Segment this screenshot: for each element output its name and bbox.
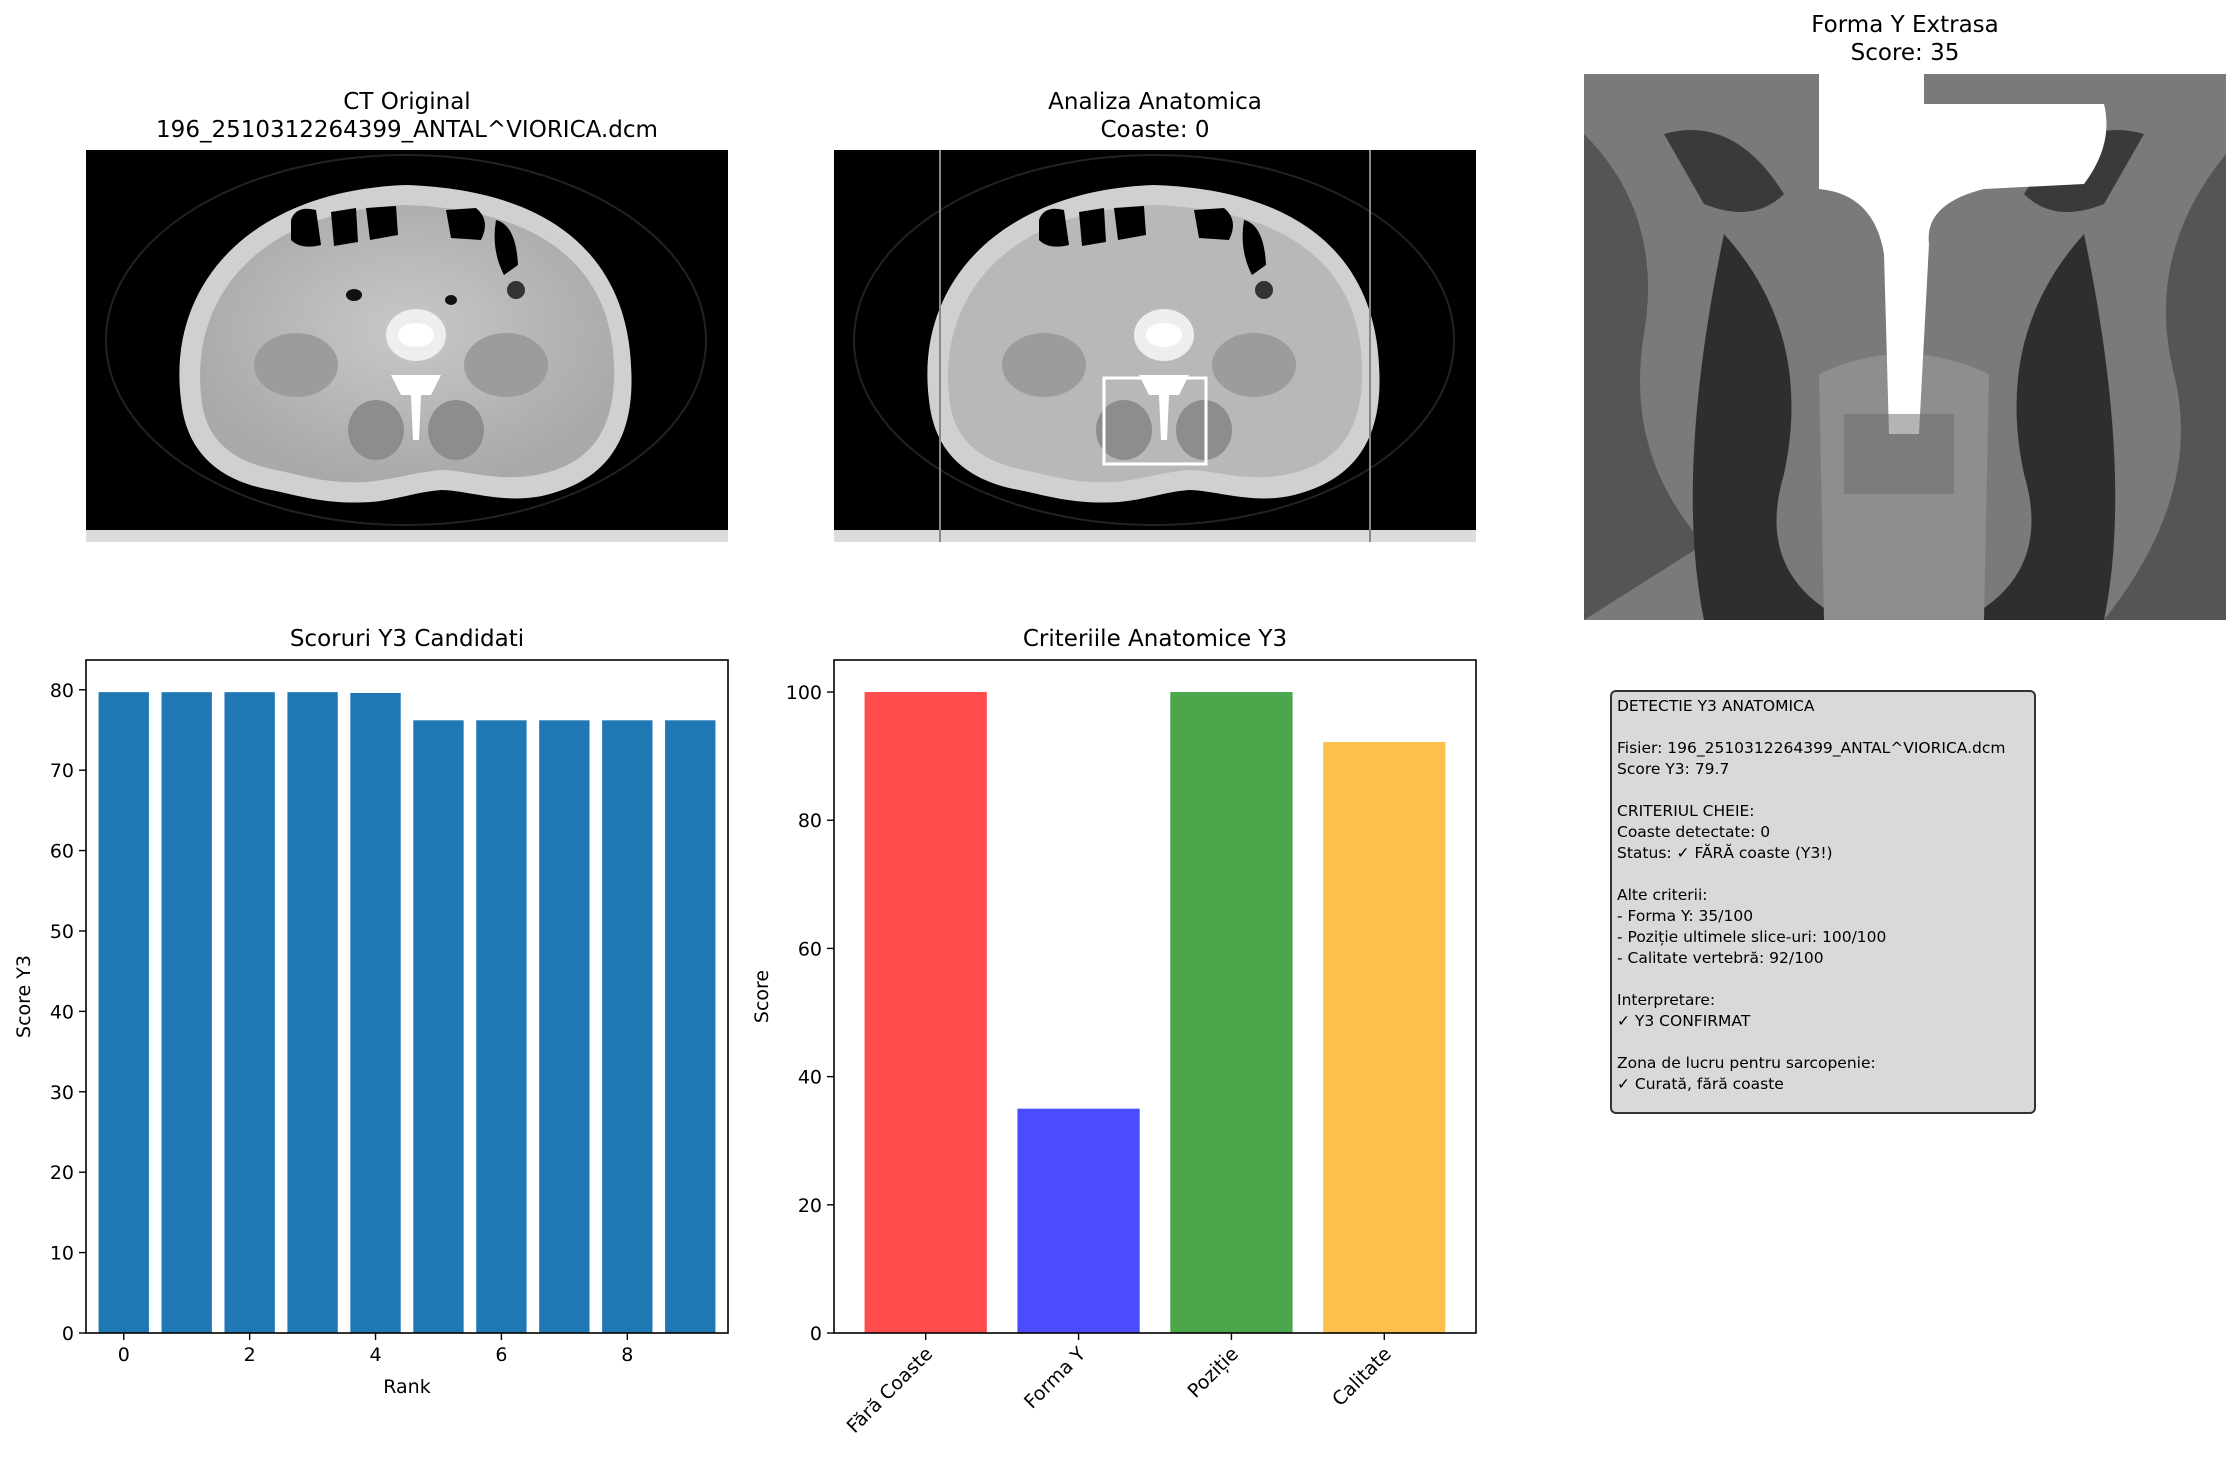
bar-rank-0: [98, 692, 149, 1333]
info-line: DETECTIE Y3 ANATOMICA: [1617, 697, 1815, 715]
x-tick-label: Fără Coaste: [843, 1343, 938, 1438]
y-axis-label: Score: [751, 970, 773, 1023]
bar-rank-8: [602, 720, 653, 1333]
ct-original-title-1: CT Original: [343, 89, 471, 115]
detection-info-box: DETECTIE Y3 ANATOMICA Fisier: 196_2510312…: [1610, 690, 2036, 1114]
forma-y-title-1: Forma Y Extrasa: [1811, 12, 1999, 38]
bar-poziție: [1170, 692, 1293, 1333]
info-line: Status: ✓ FĂRĂ coaste (Y3!): [1617, 844, 1833, 862]
x-tick-label: Forma Y: [1020, 1343, 1090, 1413]
info-line: Score Y3: 79.7: [1617, 760, 1730, 778]
y-shape-crop-graphic: [1584, 74, 2226, 620]
x-tick-label: 0: [118, 1344, 130, 1366]
info-line: [1617, 969, 2029, 990]
info-line: - Poziție ultimele slice-uri: 100/100: [1617, 928, 1887, 946]
y-tick-label: 20: [798, 1195, 822, 1217]
bar-rank-4: [350, 692, 401, 1333]
bar-calitate: [1323, 742, 1446, 1333]
x-tick-label: 2: [244, 1344, 256, 1366]
bar-rank-5: [413, 720, 464, 1333]
x-tick-label: 8: [621, 1344, 633, 1366]
info-line: - Forma Y: 35/100: [1617, 907, 1754, 925]
info-line: Interpretare:: [1617, 991, 1716, 1009]
ct-slice-graphic: [86, 150, 728, 542]
analiza-title-2: Coaste: 0: [1100, 117, 1210, 143]
y-tick-label: 50: [50, 921, 74, 943]
bar-forma-y: [1017, 1108, 1140, 1333]
bar-fără-coaste: [864, 692, 987, 1333]
x-tick-label: 4: [369, 1344, 381, 1366]
info-line: Fisier: 196_2510312264399_ANTAL^VIORICA.…: [1617, 739, 2006, 757]
info-line: Alte criterii:: [1617, 886, 1708, 904]
y-axis-label: Score Y3: [13, 955, 35, 1038]
bar-rank-3: [287, 692, 338, 1333]
bar-rank-6: [476, 720, 527, 1333]
y-tick-label: 60: [798, 938, 822, 960]
y-tick-label: 20: [50, 1162, 74, 1184]
info-line: [1617, 864, 2029, 885]
bar-rank-9: [665, 720, 716, 1333]
info-line: CRITERIUL CHEIE:: [1617, 802, 1755, 820]
info-line: ✓ Y3 CONFIRMAT: [1617, 1012, 1751, 1030]
forma-y-image: [1584, 74, 2226, 620]
y-tick-label: 80: [798, 810, 822, 832]
y-tick-label: 0: [62, 1323, 74, 1345]
forma-y-title-2: Score: 35: [1850, 40, 1960, 66]
ct-original-image: [86, 150, 728, 542]
info-line: Zona de lucru pentru sarcopenie:: [1617, 1054, 1876, 1072]
chart2-frame: [833, 659, 1477, 1334]
y-tick-label: 40: [798, 1067, 822, 1089]
chart1-title: Scoruri Y3 Candidati: [289, 626, 525, 652]
y-tick-label: 30: [50, 1082, 74, 1104]
info-line: ✓ Curată, fără coaste: [1617, 1075, 1784, 1093]
y-tick-label: 40: [50, 1001, 74, 1023]
ct-slice-annotated-graphic: [834, 150, 1476, 542]
bar-rank-1: [161, 692, 212, 1333]
chart2-title: Criteriile Anatomice Y3: [1022, 626, 1288, 652]
y-tick-label: 100: [786, 682, 822, 704]
ct-original-title-2: 196_2510312264399_ANTAL^VIORICA.dcm: [156, 117, 658, 143]
x-axis-label: Rank: [383, 1376, 430, 1398]
y-tick-label: 80: [50, 680, 74, 702]
y-tick-label: 0: [810, 1323, 822, 1345]
y-tick-label: 60: [50, 841, 74, 863]
y3-detection-box: [1102, 376, 1208, 466]
info-line: [1617, 717, 2029, 738]
analiza-title-1: Analiza Anatomica: [1048, 89, 1262, 115]
x-tick-label: Poziție: [1184, 1343, 1243, 1402]
info-line: [1617, 1032, 2029, 1053]
chart1-frame: [85, 659, 729, 1334]
x-tick-label: 6: [495, 1344, 507, 1366]
bar-rank-2: [224, 692, 275, 1333]
info-line: Coaste detectate: 0: [1617, 823, 1771, 841]
info-line: [1617, 780, 2029, 801]
bar-rank-7: [539, 720, 590, 1333]
analiza-image: [834, 150, 1476, 542]
x-tick-label: Calitate: [1328, 1343, 1396, 1411]
info-line: - Calitate vertebră: 92/100: [1617, 949, 1824, 967]
y-tick-label: 70: [50, 760, 74, 782]
y-tick-label: 10: [50, 1243, 74, 1265]
